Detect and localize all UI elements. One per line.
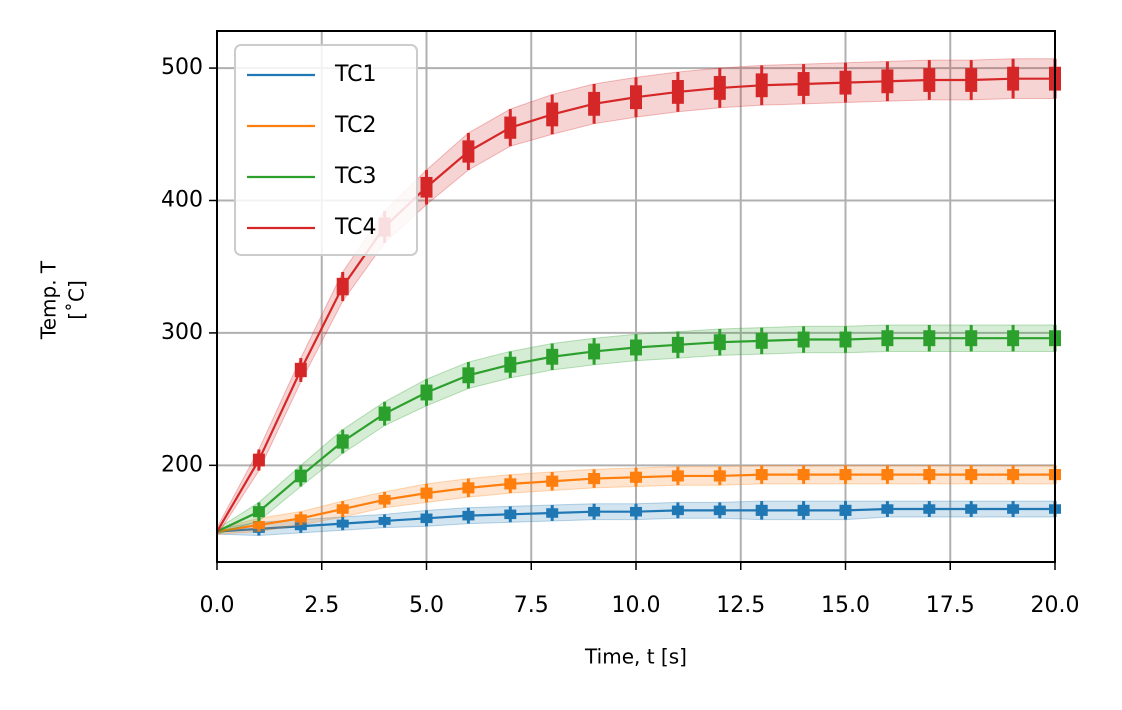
error-box bbox=[630, 85, 642, 110]
error-box bbox=[252, 506, 265, 518]
error-box bbox=[671, 336, 684, 353]
error-box bbox=[462, 510, 475, 521]
error-box bbox=[797, 331, 810, 348]
error-box bbox=[462, 482, 475, 494]
error-box bbox=[504, 478, 517, 490]
error-box bbox=[420, 487, 433, 499]
error-box bbox=[797, 469, 810, 481]
error-box bbox=[546, 348, 559, 365]
error-box bbox=[839, 70, 852, 95]
error-box bbox=[755, 469, 768, 481]
error-box bbox=[336, 277, 349, 296]
error-box bbox=[336, 434, 349, 449]
error-box bbox=[965, 469, 978, 481]
legend-label: TC1 bbox=[334, 62, 377, 87]
error-box bbox=[1007, 504, 1020, 514]
error-box bbox=[462, 367, 475, 384]
x-tick-label: 2.5 bbox=[304, 593, 339, 618]
error-box bbox=[923, 330, 936, 347]
x-tick-label: 5.0 bbox=[409, 593, 444, 618]
error-box bbox=[839, 469, 852, 481]
x-tick-label: 15.0 bbox=[821, 593, 870, 618]
x-tick-label: 0.0 bbox=[200, 593, 235, 618]
x-tick-label: 12.5 bbox=[716, 593, 765, 618]
error-box bbox=[713, 505, 726, 516]
error-box bbox=[294, 362, 307, 378]
error-box bbox=[378, 406, 391, 421]
error-box bbox=[588, 473, 601, 485]
error-box bbox=[252, 520, 265, 529]
error-box bbox=[1007, 469, 1020, 481]
error-box bbox=[965, 330, 978, 347]
error-box bbox=[294, 522, 307, 531]
error-box bbox=[1007, 66, 1020, 91]
error-box bbox=[252, 453, 265, 467]
error-box bbox=[420, 513, 433, 524]
error-box bbox=[755, 332, 768, 349]
x-tick-label: 17.5 bbox=[926, 593, 975, 618]
legend-label: TC4 bbox=[334, 215, 377, 240]
x-tick-label: 20.0 bbox=[1031, 593, 1080, 618]
error-box bbox=[881, 69, 894, 94]
error-box bbox=[797, 72, 810, 96]
error-box bbox=[588, 343, 601, 360]
error-box bbox=[881, 504, 894, 514]
x-axis-label: Time, t [s] bbox=[584, 645, 687, 669]
error-box bbox=[923, 68, 936, 92]
error-box bbox=[630, 506, 642, 517]
error-box bbox=[378, 494, 391, 505]
error-box bbox=[839, 504, 852, 516]
error-box bbox=[294, 514, 307, 523]
error-box bbox=[630, 471, 642, 483]
error-box bbox=[713, 334, 726, 351]
x-tick-label: 10.0 bbox=[612, 593, 661, 618]
error-box bbox=[336, 504, 349, 514]
error-box bbox=[755, 73, 768, 98]
error-box bbox=[797, 504, 810, 516]
error-box bbox=[881, 469, 894, 481]
legend-label: TC2 bbox=[334, 113, 377, 138]
plot-frame bbox=[216, 30, 1056, 563]
error-box bbox=[588, 91, 601, 116]
error-box bbox=[504, 356, 517, 373]
error-box bbox=[504, 509, 517, 520]
error-box bbox=[294, 469, 307, 483]
error-box bbox=[546, 102, 559, 127]
error-box bbox=[671, 79, 684, 104]
y-axis-label: [˚C] bbox=[65, 280, 89, 320]
error-box bbox=[588, 506, 601, 517]
y-tick-label: 500 bbox=[161, 55, 203, 80]
error-box bbox=[546, 508, 559, 518]
y-tick-label: 200 bbox=[161, 452, 203, 477]
error-box bbox=[462, 140, 475, 163]
error-box bbox=[965, 68, 978, 92]
error-box bbox=[504, 116, 517, 139]
error-box bbox=[881, 330, 894, 347]
error-box bbox=[378, 516, 391, 525]
y-axis-label: Temp. T bbox=[37, 260, 61, 340]
error-box bbox=[923, 504, 936, 514]
error-box bbox=[713, 470, 726, 482]
error-box bbox=[671, 505, 684, 516]
error-box bbox=[420, 384, 433, 401]
y-tick-label: 400 bbox=[161, 187, 203, 212]
error-box bbox=[713, 76, 726, 100]
legend-box bbox=[234, 44, 418, 256]
y-tick-label: 300 bbox=[161, 320, 203, 345]
error-box bbox=[630, 339, 642, 356]
x-tick-label: 7.5 bbox=[514, 593, 549, 618]
error-box bbox=[1007, 330, 1020, 347]
error-box bbox=[965, 504, 978, 514]
error-box bbox=[546, 475, 559, 487]
error-box bbox=[839, 331, 852, 348]
error-box bbox=[420, 176, 433, 198]
error-box bbox=[671, 470, 684, 482]
error-box bbox=[336, 519, 349, 528]
error-box bbox=[923, 469, 936, 481]
legend-label: TC3 bbox=[334, 164, 377, 189]
error-box bbox=[755, 504, 768, 516]
